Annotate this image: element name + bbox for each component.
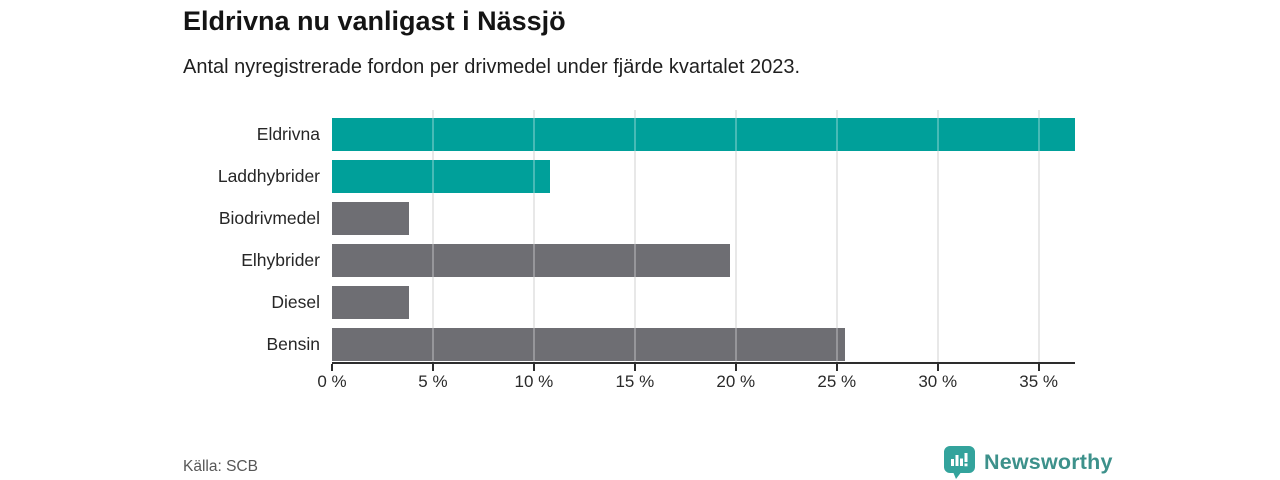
axis-tick (431, 364, 434, 371)
axis-tick (331, 364, 333, 371)
newsworthy-wordmark: Newsworthy (984, 450, 1113, 474)
axis-tick (1037, 364, 1040, 371)
category-label: Eldrivna (256, 124, 320, 144)
axis-tick-label: 10 % (514, 372, 554, 391)
bar-elhybrider (332, 244, 730, 277)
gridline (835, 110, 838, 362)
source-note: Källa: SCB (183, 458, 258, 475)
axis-tick-label: 30 % (918, 372, 958, 391)
gridline (1037, 110, 1040, 362)
gridline (633, 110, 636, 362)
axis-tick (532, 364, 535, 371)
gridline-overlay (1037, 110, 1040, 362)
gridline (532, 110, 535, 362)
category-label: Biodrivmedel (218, 208, 320, 228)
category-label: Laddhybrider (217, 166, 320, 186)
bar-bensin (332, 328, 845, 361)
axis-tick-label: 20 % (716, 372, 756, 391)
axis-tick (835, 364, 838, 371)
gridline-overlay (835, 110, 838, 362)
gridline-overlay (734, 110, 737, 362)
axis-tick-label: 5 % (418, 372, 448, 391)
newsworthy-logo: Newsworthy (944, 446, 1113, 479)
gridline (431, 110, 434, 362)
x-axis-line (332, 362, 1075, 364)
gridline (734, 110, 737, 362)
category-label: Diesel (271, 292, 320, 312)
gridline-overlay (936, 110, 939, 362)
chart-subtitle: Antal nyregistrerade fordon per drivmede… (183, 56, 801, 78)
axis-tick-label: 35 % (1019, 372, 1059, 391)
bar-laddhybrider (332, 160, 551, 193)
axis-tick-label: 25 % (817, 372, 857, 391)
bar-eldrivna (332, 118, 1075, 151)
newsworthy-pin-icon (944, 446, 975, 479)
axis-tick-label: 15 % (615, 372, 655, 391)
category-label: Elhybrider (241, 250, 320, 270)
category-label: Bensin (266, 334, 320, 354)
gridline-overlay (633, 110, 636, 362)
axis-tick-label: 0 % (317, 372, 347, 391)
axis-tick (734, 364, 737, 371)
gridline (936, 110, 939, 362)
chart-title: Eldrivna nu vanligast i Nässjö (183, 6, 566, 36)
gridline-overlay (532, 110, 535, 362)
bar-diesel (332, 286, 409, 319)
gridline-overlay (431, 110, 434, 362)
bar-biodrivmedel (332, 202, 409, 235)
axis-tick (936, 364, 939, 371)
axis-tick (633, 364, 636, 371)
